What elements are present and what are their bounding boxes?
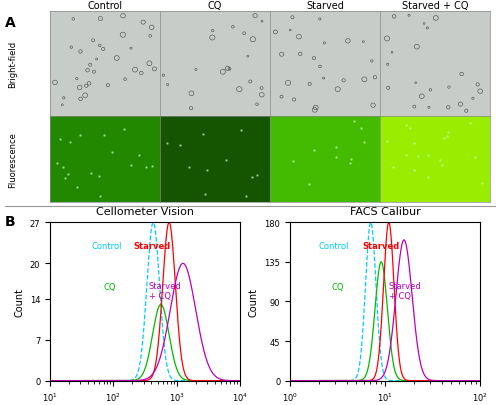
Text: Control: Control [92, 241, 122, 250]
Text: Control: Control [318, 241, 349, 250]
Text: Starved: Starved [134, 241, 171, 250]
Text: Starved
+ CQ: Starved + CQ [149, 281, 182, 301]
Text: Bright-field: Bright-field [8, 41, 17, 88]
Title: Cellometer Vision: Cellometer Vision [96, 207, 194, 216]
Text: CQ: CQ [332, 282, 344, 291]
Title: Control: Control [88, 1, 122, 11]
Text: B: B [5, 215, 15, 228]
Title: CQ: CQ [208, 1, 222, 11]
Y-axis label: Count: Count [14, 287, 24, 316]
Text: CQ: CQ [103, 282, 116, 291]
Title: Starved: Starved [306, 1, 344, 11]
Title: FACS Calibur: FACS Calibur [350, 207, 420, 216]
Text: Starved: Starved [362, 241, 400, 250]
Text: Starved
+ CQ: Starved + CQ [389, 281, 422, 301]
Title: Starved + CQ: Starved + CQ [402, 1, 468, 11]
Text: A: A [5, 16, 16, 30]
Text: Fluorescence: Fluorescence [8, 132, 17, 188]
Y-axis label: Count: Count [249, 287, 259, 316]
